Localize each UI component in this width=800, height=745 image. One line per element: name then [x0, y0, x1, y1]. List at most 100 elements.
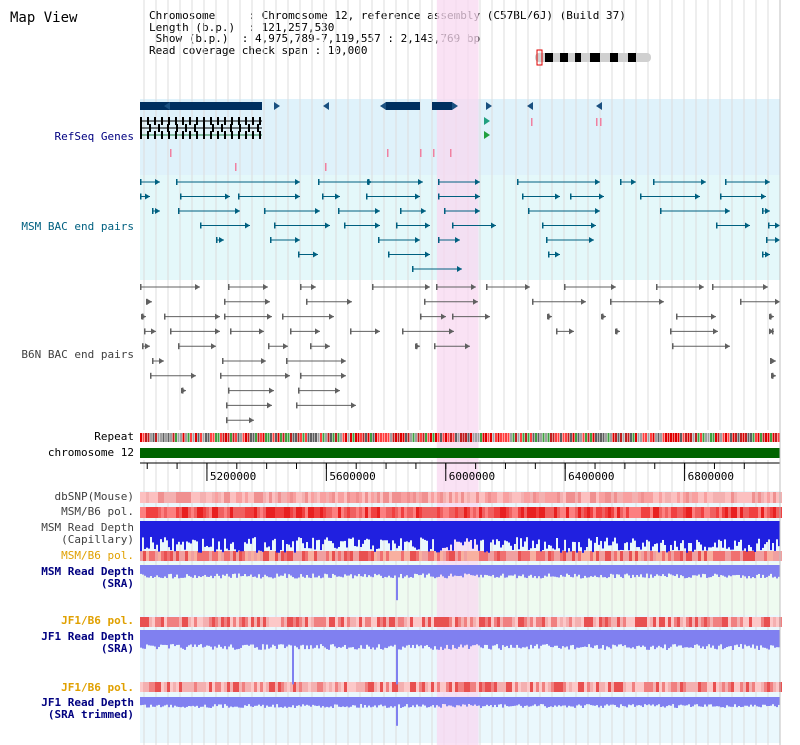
coverage-bar	[646, 565, 648, 574]
heat-cell	[701, 492, 704, 503]
coverage-bar	[650, 565, 652, 575]
coverage-bar	[568, 521, 570, 549]
coverage-bar	[260, 697, 262, 707]
heat-cell	[344, 492, 347, 503]
heat-cell	[284, 492, 287, 503]
coverage-bar	[698, 630, 700, 646]
heat-cell	[770, 492, 773, 503]
heat-cell	[626, 551, 629, 561]
heat-cell	[167, 551, 170, 561]
heat-cell	[215, 682, 218, 692]
coverage-bar	[752, 630, 754, 645]
coverage-bar	[508, 697, 510, 707]
label-msm-read-depth-sra: MSM Read Depth (SRA)	[41, 566, 134, 590]
heat-cell	[383, 492, 386, 503]
repeat-element	[190, 433, 192, 442]
bac-end-arrow	[141, 313, 146, 320]
coverage-bar	[370, 630, 372, 650]
coverage-bar	[316, 697, 318, 706]
coverage-bar	[486, 565, 488, 576]
heat-cell	[152, 551, 155, 561]
coverage-bar	[214, 521, 216, 552]
coverage-bar	[598, 565, 600, 578]
coverage-bar	[724, 565, 726, 577]
heat-cell	[359, 617, 362, 627]
bac-end	[224, 313, 226, 320]
coverage-bar	[274, 521, 276, 539]
heat-cell	[632, 617, 635, 627]
heat-cell	[176, 551, 179, 561]
coverage-bar	[564, 630, 566, 648]
heat-cell	[158, 551, 161, 561]
exon	[217, 117, 219, 125]
heat-cell	[362, 507, 365, 518]
heat-cell	[635, 507, 638, 518]
coverage-bar	[420, 630, 422, 646]
coverage-bar	[680, 697, 682, 705]
coverage-bar	[498, 697, 500, 705]
coverage-bar	[368, 565, 370, 576]
exon	[140, 131, 142, 139]
coverage-bar	[146, 697, 148, 708]
heat-cell	[725, 682, 728, 692]
label-jf1-trim-line1: JF1 Read Depth	[41, 696, 134, 709]
heat-cell	[479, 551, 482, 561]
coverage-bar	[732, 521, 734, 550]
coverage-bar	[614, 521, 616, 538]
coverage-bar	[240, 697, 242, 708]
coverage-bar	[730, 565, 732, 577]
heat-cell	[563, 551, 566, 561]
repeat-element	[677, 433, 680, 442]
heat-cell	[584, 617, 587, 627]
heat-cell	[146, 617, 149, 627]
coverage-bar	[416, 565, 418, 575]
coverage-bar	[708, 565, 710, 578]
heat-cell	[536, 551, 539, 561]
repeat-element	[377, 433, 380, 442]
heat-cell	[377, 492, 380, 503]
heat-cell	[611, 682, 614, 692]
heat-cell	[191, 507, 194, 518]
heat-cell	[293, 492, 296, 503]
bac-end-arrow	[375, 208, 380, 214]
coverage-bar	[704, 630, 706, 649]
coverage-bar	[648, 521, 650, 542]
heat-cell	[407, 507, 410, 518]
coverage-bar	[774, 697, 776, 707]
coverage-bar	[650, 630, 652, 647]
heat-cell	[428, 682, 431, 692]
heat-cell	[251, 492, 254, 503]
heat-cell	[527, 551, 530, 561]
coverage-bar	[220, 697, 222, 705]
bac-end	[676, 313, 678, 320]
heat-cell	[458, 492, 461, 503]
heat-cell	[323, 551, 326, 561]
repeat-element	[695, 433, 697, 442]
label-b6n-bac-end-pairs: B6N BAC end pairs	[21, 348, 134, 361]
coverage-bar	[444, 565, 446, 578]
heat-cell	[548, 551, 551, 561]
repeat-element	[707, 433, 710, 442]
coverage-bar	[454, 630, 456, 649]
coverage-bar	[776, 565, 778, 579]
gene-block	[140, 102, 262, 110]
heat-cell	[266, 551, 269, 561]
heat-cell	[473, 492, 476, 503]
coverage-bar	[336, 565, 338, 577]
coverage-bar	[326, 565, 328, 575]
heat-cell	[596, 682, 599, 692]
heat-cell	[140, 507, 143, 518]
bac-end-arrow	[491, 222, 496, 229]
exon	[167, 124, 169, 132]
coverage-bar	[578, 565, 580, 575]
coverage-bar	[706, 521, 708, 551]
heat-cell	[275, 507, 278, 518]
coverage-bar	[522, 565, 524, 575]
coverage-bar	[648, 630, 650, 650]
coverage-bar	[522, 697, 524, 708]
coverage-bar	[306, 630, 308, 646]
heat-cell	[374, 492, 377, 503]
heat-cell	[524, 682, 527, 692]
heat-cell	[353, 507, 356, 518]
